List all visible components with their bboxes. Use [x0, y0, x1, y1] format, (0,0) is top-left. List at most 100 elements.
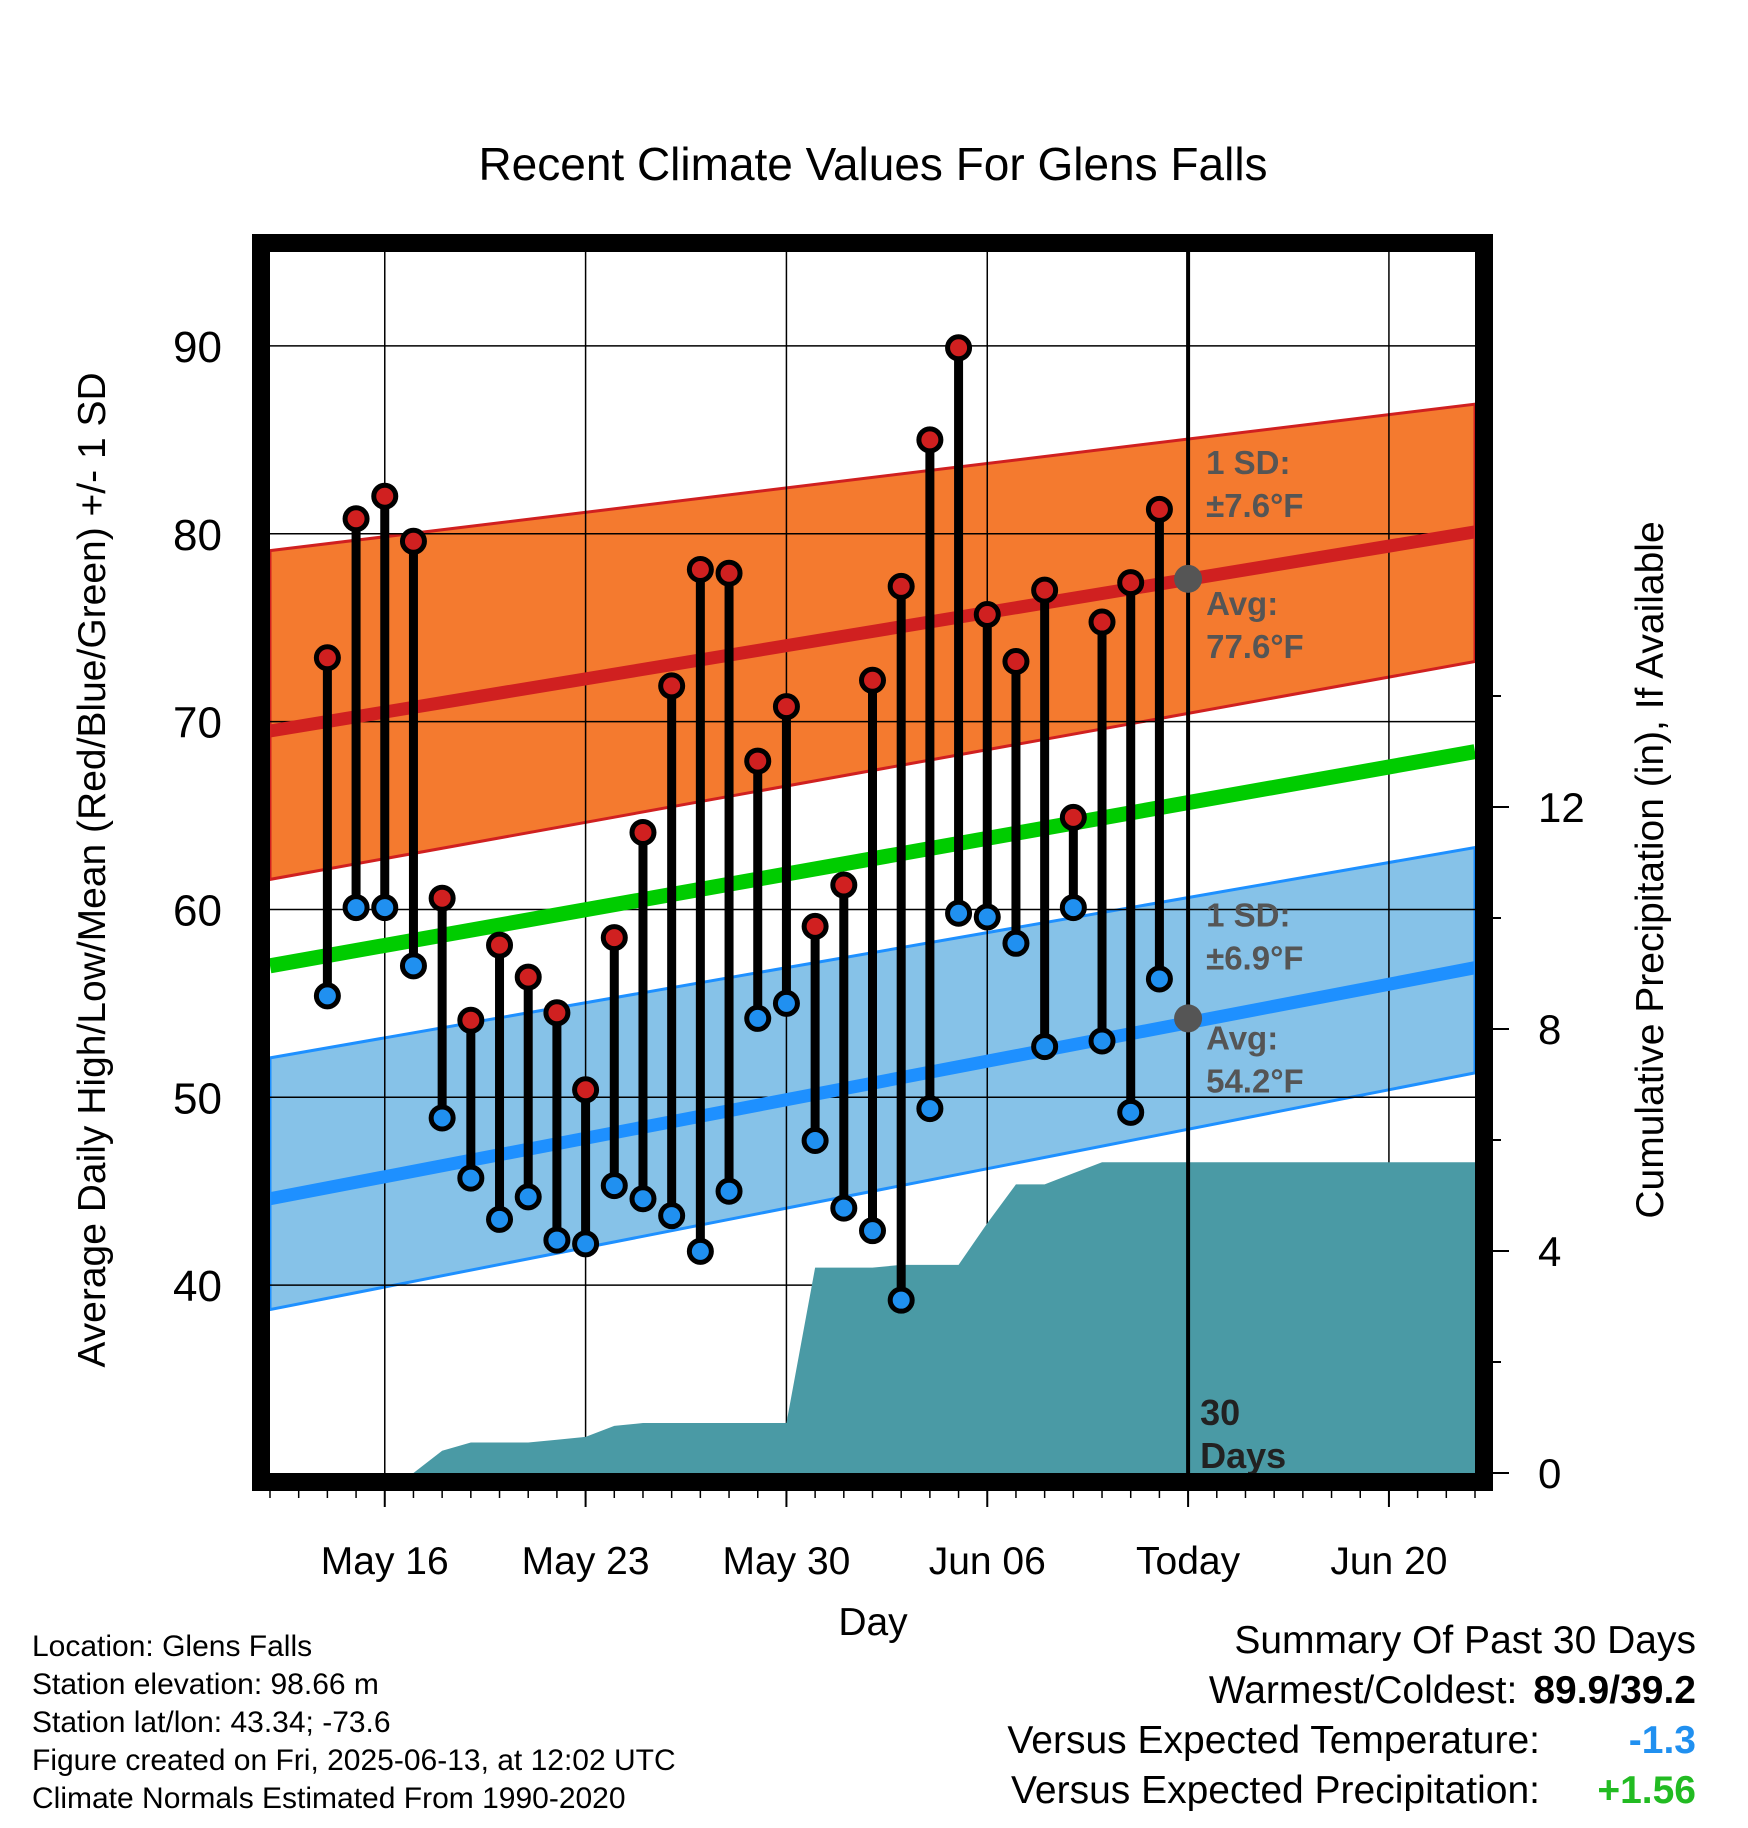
high-point	[715, 559, 743, 587]
temp-row: Versus Expected Temperature: -1.3	[696, 1716, 1696, 1766]
low-point	[342, 894, 370, 922]
low-point	[945, 899, 973, 927]
high-point	[629, 818, 657, 846]
low-point	[686, 1237, 714, 1265]
high-point	[1002, 648, 1030, 676]
created-text: Figure created on Fri, 2025-06-13, at 12…	[32, 1744, 676, 1777]
temp-label: Versus Expected Temperature:	[1007, 1719, 1540, 1762]
low-point	[600, 1172, 628, 1200]
y2-tick-label: 0	[1538, 1450, 1561, 1497]
high-avg-marker	[1174, 564, 1203, 593]
high-point	[1059, 803, 1087, 831]
low-point	[399, 952, 427, 980]
y2-axis-label: Cumulative Precipitation (in), If Availa…	[1629, 521, 1672, 1218]
x-tick-label: May 30	[722, 1540, 850, 1583]
summary-title: Summary Of Past 30 Days	[1234, 1619, 1696, 1662]
plot-frame	[252, 234, 1493, 1491]
high-point	[830, 871, 858, 899]
low-point	[629, 1185, 657, 1213]
high-point	[514, 963, 542, 991]
low-point	[715, 1177, 743, 1205]
high-point	[543, 999, 571, 1027]
precip-area	[270, 1162, 1475, 1473]
warmest-row: Warmest/Coldest: 89.9/39.2	[696, 1666, 1696, 1716]
low-point	[1088, 1027, 1116, 1055]
low-point	[772, 989, 800, 1017]
warmest-value: 89.9/39.2	[1533, 1669, 1696, 1712]
low-point	[744, 1004, 772, 1032]
low-point	[543, 1226, 571, 1254]
high-sd-value: ±7.6°F	[1206, 487, 1303, 524]
x-axis-label: Day	[838, 1601, 908, 1644]
low-point	[1002, 929, 1030, 957]
high-point	[486, 931, 514, 959]
high-point	[945, 334, 973, 362]
low-point	[428, 1104, 456, 1132]
location-text: Location: Glens Falls	[32, 1630, 313, 1663]
low-point	[801, 1127, 829, 1155]
precip-label: Versus Expected Precipitation:	[1011, 1769, 1540, 1812]
low-avg-marker	[1174, 1004, 1203, 1033]
station-info: Location: Glens Falls Station elevation:…	[32, 1628, 676, 1818]
low-point	[572, 1230, 600, 1258]
low-point	[887, 1286, 915, 1314]
summary-panel: Summary Of Past 30 Days Warmest/Coldest:…	[696, 1616, 1696, 1816]
y-tick-label: 70	[173, 699, 222, 748]
y-axis-label: Average Daily High/Low/Mean (Red/Blue/Gr…	[71, 372, 114, 1367]
normals-text: Climate Normals Estimated From 1990-2020	[32, 1782, 626, 1815]
low-point	[1031, 1033, 1059, 1061]
high-point	[428, 884, 456, 912]
low-sd-label: 1 SD:	[1206, 896, 1290, 933]
high-point	[887, 572, 915, 600]
x-tick-label: Jun 20	[1330, 1540, 1447, 1583]
high-point	[801, 912, 829, 940]
high-point	[1117, 569, 1145, 597]
low-point	[859, 1217, 886, 1245]
y-tick-label: 80	[173, 511, 222, 560]
low-avg-value: 54.2°F	[1206, 1062, 1304, 1099]
high-point	[686, 555, 714, 583]
low-avg-label: Avg:	[1206, 1019, 1278, 1056]
low-point	[973, 903, 1001, 931]
high-point	[1145, 495, 1173, 523]
high-avg-value: 77.6°F	[1206, 628, 1304, 665]
high-point	[859, 666, 886, 694]
high-point	[772, 693, 800, 721]
low-point	[371, 894, 399, 922]
x-tick-label: Jun 06	[929, 1540, 1046, 1583]
high-point	[658, 672, 686, 700]
low-point	[457, 1164, 485, 1192]
high-point	[916, 426, 944, 454]
low-point	[486, 1205, 514, 1233]
y2-tick-label: 12	[1538, 784, 1585, 831]
x-tick-label: May 23	[522, 1540, 650, 1583]
warmest-label: Warmest/Coldest:	[1208, 1669, 1518, 1712]
low-point	[830, 1194, 858, 1222]
x-tick-label: May 16	[321, 1540, 449, 1583]
high-point	[457, 1006, 485, 1034]
high-point	[973, 601, 1001, 629]
high-avg-label: Avg:	[1206, 585, 1278, 622]
period-label-number: 30	[1200, 1392, 1240, 1433]
high-point	[371, 482, 399, 510]
temp-value: -1.3	[1628, 1719, 1696, 1762]
low-point	[514, 1183, 542, 1211]
low-point	[916, 1095, 944, 1123]
low-point	[1145, 965, 1173, 993]
high-point	[342, 505, 370, 533]
y-tick-label: 90	[173, 323, 222, 372]
y-tick-label: 40	[173, 1262, 222, 1311]
elevation-text: Station elevation: 98.66 m	[32, 1668, 379, 1701]
low-sd-value: ±6.9°F	[1206, 939, 1303, 976]
high-point	[1088, 608, 1116, 636]
latlon-text: Station lat/lon: 43.34; -73.6	[32, 1706, 391, 1739]
low-point	[1059, 894, 1087, 922]
y2-tick-label: 8	[1538, 1006, 1561, 1053]
high-sd-label: 1 SD:	[1206, 444, 1290, 481]
high-point	[313, 644, 341, 672]
low-point	[658, 1202, 686, 1230]
high-normal-line	[268, 525, 1477, 738]
high-point	[572, 1076, 600, 1104]
low-point	[1117, 1098, 1145, 1126]
